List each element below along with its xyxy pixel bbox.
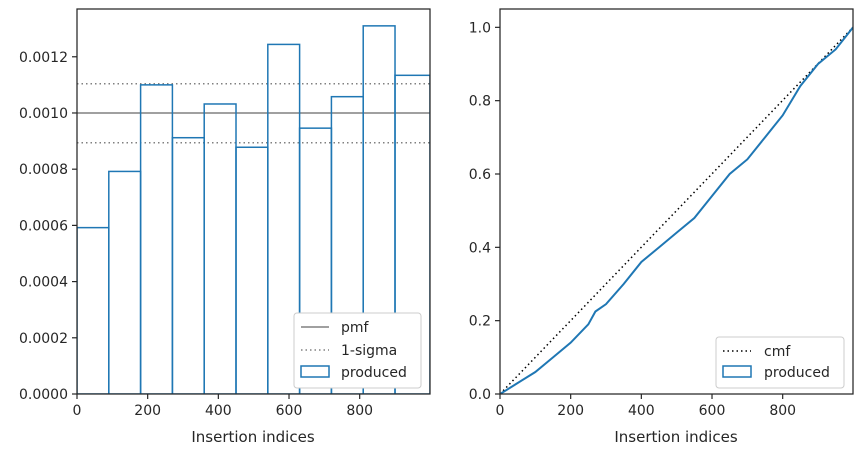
x-tick-label: 600: [276, 403, 303, 419]
histogram-bar: [203, 103, 237, 394]
histogram-bar: [235, 146, 269, 394]
right-legend: cmf produced: [715, 336, 845, 389]
x-tick-label: 400: [628, 403, 655, 419]
x-tick-label: 200: [134, 403, 161, 419]
x-tick-label: 0: [496, 403, 505, 419]
histogram-bar: [108, 170, 142, 394]
y-tick-label: 0.0010: [19, 106, 68, 122]
left-panel: 0 200 400 600 800 0.00000.00020.00040.00060.…: [19, 8, 431, 446]
histogram-bar: [139, 84, 174, 394]
right-y-ticks: 0.0 0.2 0.4 0.6 0.8 1.0: [469, 20, 500, 403]
produced-cumulative-line: [500, 26, 853, 394]
legend-produced-swatch-right: [722, 365, 752, 378]
cmf-line: [500, 26, 853, 394]
histogram-bar: [171, 136, 205, 394]
y-tick-label: 1.0: [469, 20, 491, 36]
x-tick-label: 400: [205, 403, 232, 419]
x-tick-label: 600: [699, 403, 726, 419]
legend-produced-swatch: [300, 365, 330, 378]
y-tick-label: 0.6: [469, 167, 491, 183]
left-legend-box: [293, 312, 422, 389]
left-legend: pmf 1-sigma produced: [293, 312, 422, 389]
x-tick-label: 0: [73, 403, 82, 419]
y-tick-label: 0.4: [469, 240, 491, 256]
y-tick-label: 0.0: [469, 387, 491, 403]
left-y-ticks: 0.0000 0.0002 0.0004 0.0006 0.0008 0.0010 0.00…: [19, 50, 77, 403]
legend-produced-label-right: produced: [764, 365, 830, 381]
left-x-ticks: 0 200 400 600 800: [73, 394, 373, 419]
left-x-axis-label: Insertion indices: [191, 428, 314, 446]
y-tick-label: 0.0000: [19, 387, 68, 403]
legend-1-sigma-label: 1-sigma: [341, 343, 397, 359]
x-tick-label: 200: [557, 403, 584, 419]
x-tick-label: 800: [346, 403, 373, 419]
y-tick-label: 0.0004: [19, 275, 68, 291]
y-tick-label: 0.0006: [19, 218, 68, 234]
right-axes-frame: [499, 8, 854, 395]
left-axes-frame: [76, 8, 431, 395]
x-tick-label: 800: [769, 403, 796, 419]
histogram-bar: [77, 226, 110, 394]
right-legend-box: [715, 336, 845, 389]
right-plot-area: [500, 26, 853, 394]
legend-cmf-label: cmf: [764, 344, 791, 360]
legend-pmf-label: pmf: [341, 320, 370, 336]
legend-produced-label: produced: [341, 365, 407, 381]
y-tick-label: 0.0012: [19, 50, 68, 66]
right-x-ticks: 0 200 400 600 800: [496, 394, 796, 419]
right-panel: 0 200 400 600 800 0.0 0.2 0.4 0.6 0.8 1.0 Inserti…: [469, 8, 854, 446]
y-tick-label: 0.0008: [19, 162, 68, 178]
y-tick-label: 0.8: [469, 94, 491, 110]
y-tick-label: 0.2: [469, 314, 491, 330]
right-x-axis-label: Insertion indices: [614, 428, 737, 446]
y-tick-label: 0.0002: [19, 331, 68, 347]
